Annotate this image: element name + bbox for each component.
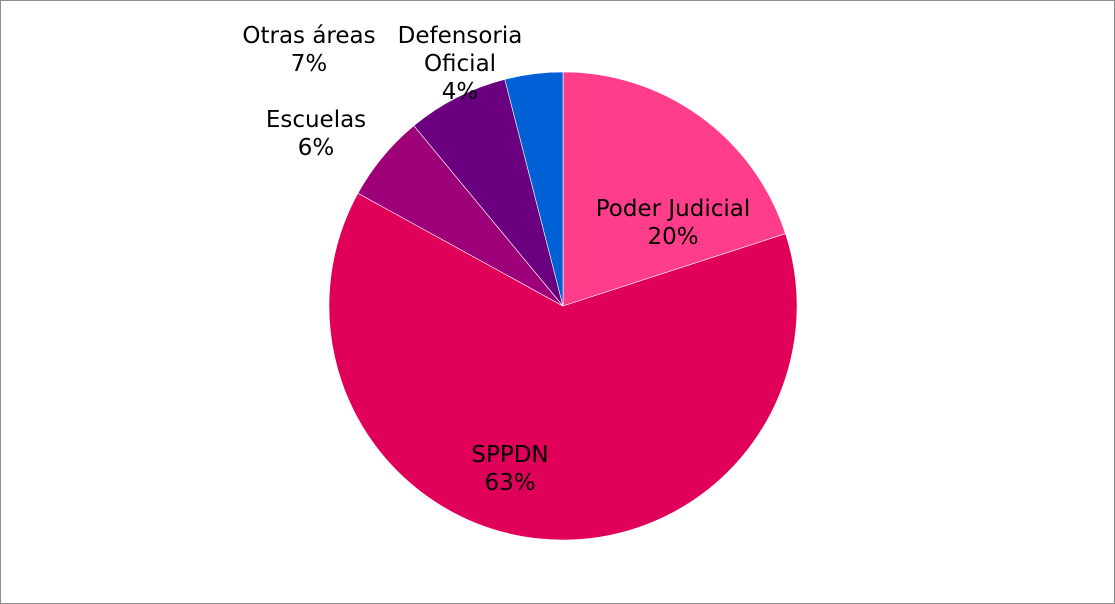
slice-label-2-line-1: 6% [298, 135, 335, 161]
slice-label-0: Poder Judicial 20% [596, 196, 751, 250]
slice-label-4-line-0: Defensoria [398, 23, 523, 49]
slice-label-0-line-0: Poder Judicial [596, 196, 751, 222]
pie-slice-0 [562, 71, 786, 307]
slice-label-3-line-1: 7% [291, 51, 328, 77]
slice-label-0-line-1: 20% [647, 224, 698, 250]
pie-slices [328, 71, 798, 541]
slice-label-4-line-1: Oficial [424, 51, 496, 77]
pie-slice-3 [413, 78, 564, 307]
slice-label-4-line-2: 4% [442, 79, 479, 105]
pie-labels: Poder Judicial 20% SPPDN 63% Escuelas 6% Otras… [242, 23, 750, 496]
slice-label-4: Defensoria Oficial 4% [398, 23, 523, 105]
slice-label-2: Escuelas 6% [266, 107, 366, 161]
pie-slice-1 [328, 192, 798, 541]
slice-label-1-line-1: 63% [484, 470, 535, 496]
slice-label-1: SPPDN 63% [471, 442, 548, 496]
pie-slice-4 [504, 71, 564, 307]
slice-label-2-line-0: Escuelas [266, 107, 366, 133]
slice-label-1-line-0: SPPDN [471, 442, 548, 468]
slice-label-3: Otras áreas 7% [242, 23, 375, 77]
slice-label-3-line-0: Otras áreas [242, 23, 375, 49]
